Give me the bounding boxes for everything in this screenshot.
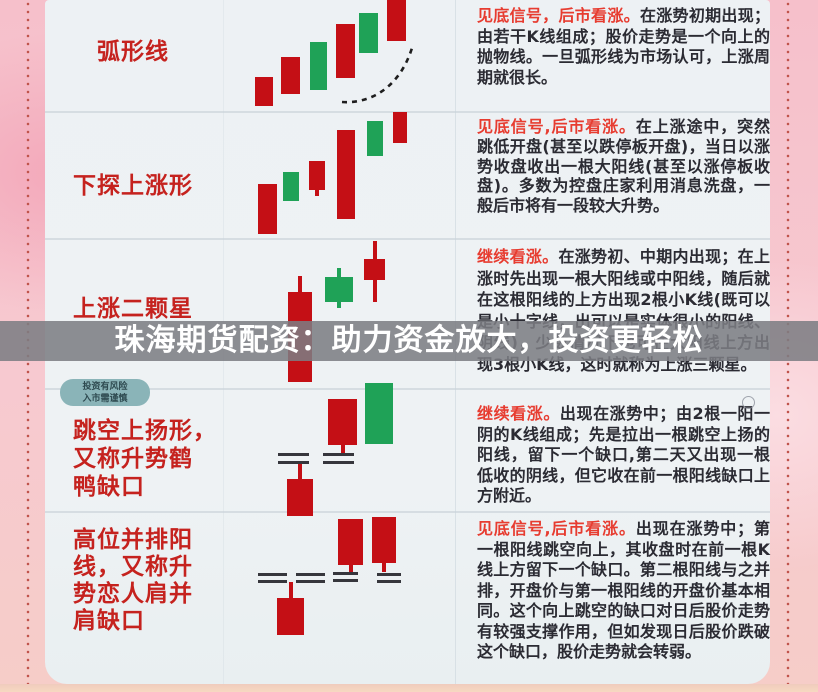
gap-line xyxy=(258,573,287,576)
candle-body xyxy=(336,24,355,78)
pattern-name-two-stars: 上涨二颗星 xyxy=(73,296,193,322)
pattern-name-gap-up: 跳空上扬形， 又称升势鹤 鸭缺口 xyxy=(73,418,217,500)
candle-body xyxy=(367,121,383,156)
pattern-description: 见底信号，后市看涨。在涨势初期出现；由若干K线组成；股价走势是一个向上的抛物线。… xyxy=(477,6,770,88)
pattern-description: 见底信号,后市看涨。在上涨途中，突然跳低开盘(甚至以跌停板开盘)，当日以涨势收盘… xyxy=(477,117,770,216)
signal-label: 见底信号,后市看涨。 xyxy=(477,519,636,538)
gap-line xyxy=(333,579,358,582)
candle-wick xyxy=(315,190,319,196)
bottom-border-strip xyxy=(0,684,818,692)
candle-body xyxy=(325,277,353,302)
gap-line xyxy=(296,573,325,576)
candle-body xyxy=(338,519,363,565)
gap-line xyxy=(278,453,309,456)
risk-warning-line1: 投资有风险 xyxy=(82,382,128,392)
risk-warning-badge: 投资有风险 入市需谨慎 xyxy=(60,379,150,406)
pattern-name-probe-down-rise: 下探上涨形 xyxy=(73,173,193,199)
candle-wick xyxy=(372,241,377,259)
candle-body xyxy=(365,383,393,444)
signal-label: 见底信号，后市看涨。 xyxy=(477,6,640,25)
row-divider xyxy=(45,238,770,240)
signal-label: 继续看涨。 xyxy=(477,404,560,423)
gap-line xyxy=(296,580,325,583)
candle-wick xyxy=(348,565,353,574)
description-text: 出现在涨势中；由2根一阳一阴的K线组成；先是拉出一根跳空上扬的阳线，留下一个缺口… xyxy=(477,404,770,505)
row-divider xyxy=(45,111,770,113)
candle-body xyxy=(283,172,299,201)
watermark-banner: 珠海期货配资：助力资金放大，投资更轻松 xyxy=(0,321,818,361)
row-divider xyxy=(45,511,770,513)
pattern-description: 继续看涨。出现在涨势中；由2根一阳一阴的K线组成；先是拉出一根跳空上扬的阳线，留… xyxy=(477,404,770,507)
candle-body xyxy=(328,399,357,445)
candle-body xyxy=(337,130,355,219)
candle-body xyxy=(281,57,300,94)
candle-body xyxy=(310,42,327,90)
candle-body xyxy=(359,13,378,53)
description-text: 在涨势初期出现；由若干K线组成；股价走势是一个向上的抛物线。一旦弧形线为市场认可… xyxy=(477,6,770,87)
candle-wick xyxy=(288,582,293,598)
gap-line xyxy=(278,461,309,464)
candle-wick xyxy=(382,563,386,572)
candle-wick xyxy=(337,302,341,308)
candle-wick xyxy=(340,445,345,455)
gap-line xyxy=(323,461,354,464)
gap-line xyxy=(258,580,287,583)
candle-wick xyxy=(337,268,341,277)
candle-wick xyxy=(298,462,302,479)
candle-body xyxy=(277,598,304,635)
arc-dashed-curve-icon xyxy=(341,47,414,104)
candle-wick xyxy=(298,276,302,292)
candle-body xyxy=(255,77,273,106)
row-divider xyxy=(45,388,770,390)
candle-body xyxy=(364,259,385,280)
candle-body xyxy=(258,184,277,234)
signal-label: 见底信号,后市看涨。 xyxy=(477,117,636,136)
candle-body xyxy=(287,479,313,516)
candle-body xyxy=(387,0,406,41)
signal-label: 继续看涨。 xyxy=(477,247,559,266)
small-circle-icon xyxy=(742,396,755,409)
description-text: 出现在涨势中；第一根阳线跳空向上，其收盘时在前一根K线上方留下一个缺口。第二根阳… xyxy=(477,519,770,661)
gap-line xyxy=(377,580,401,583)
pattern-name-arc-line: 弧形线 xyxy=(97,39,169,65)
pattern-name-side-by-side: 高位并排阳 线，又称升 势恋人肩并 肩缺口 xyxy=(73,527,193,634)
candle-wick xyxy=(372,280,377,302)
gap-line xyxy=(323,453,354,456)
gap-line xyxy=(333,572,358,575)
pattern-description: 见底信号,后市看涨。出现在涨势中；第一根阳线跳空向上，其收盘时在前一根K线上方留… xyxy=(477,519,770,663)
description-text: 在上涨途中，突然跳低开盘(甚至以跌停板开盘)，当日以涨势收盘收出一根大阳线(甚至… xyxy=(477,117,770,216)
risk-warning-line2: 入市需谨慎 xyxy=(82,394,128,404)
gap-line xyxy=(377,573,401,576)
candle-body xyxy=(393,112,407,143)
candle-body xyxy=(372,517,396,563)
candle-body xyxy=(309,161,325,190)
